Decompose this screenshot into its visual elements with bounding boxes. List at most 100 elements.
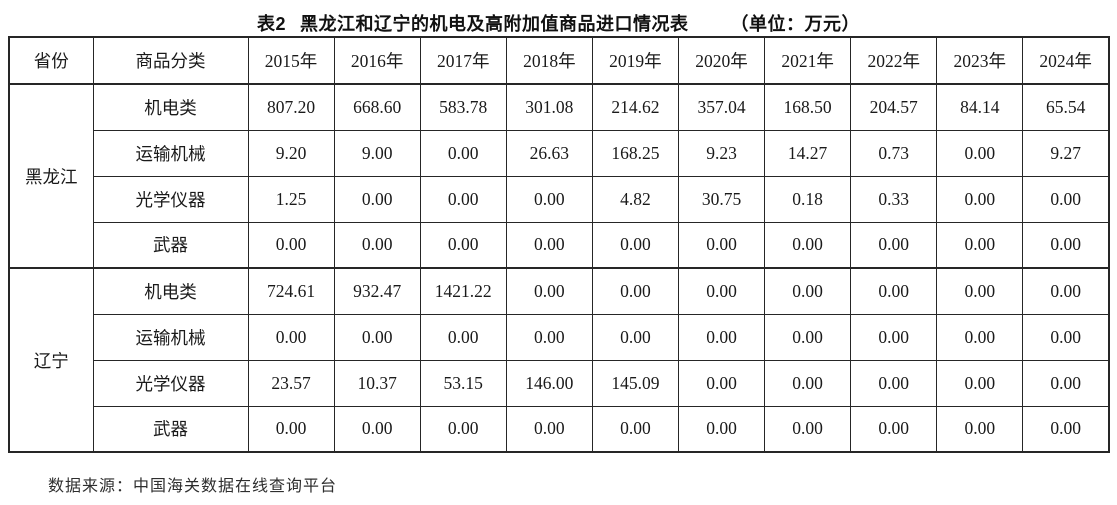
value-cell: 23.57	[247, 359, 335, 407]
table-header: 省份 商品分类 2015年 2016年 2017年 2018年 2019年 2020年 20…	[8, 36, 1110, 85]
category-cell: 机电类	[92, 83, 249, 131]
table-title: 表2 黑龙江和辽宁的机电及高附加值商品进口情况表 （单位：万元）	[0, 0, 1117, 36]
province-cell: 黑龙江	[8, 83, 94, 269]
header-year: 2019年	[591, 36, 679, 85]
value-cell: 0.00	[764, 405, 852, 453]
value-cell: 0.00	[591, 267, 679, 315]
value-cell: 0.00	[333, 405, 421, 453]
table-number: 表2	[256, 14, 286, 34]
header-year: 2020年	[677, 36, 766, 85]
value-cell: 0.00	[936, 221, 1024, 269]
value-cell: 0.00	[333, 221, 421, 269]
value-cell: 668.60	[333, 83, 421, 131]
value-cell: 65.54	[1022, 83, 1110, 131]
import-data-table: 省份 商品分类 2015年 2016年 2017年 2018年 2019年 2020年 20…	[8, 36, 1110, 453]
value-cell: 0.00	[419, 313, 507, 361]
value-cell: 0.00	[333, 175, 421, 223]
province-cell: 辽宁	[8, 267, 94, 453]
value-cell: 0.00	[677, 313, 766, 361]
table-unit-label: （单位：万元）	[730, 14, 860, 34]
value-cell: 0.00	[1022, 267, 1110, 315]
category-cell: 武器	[92, 405, 249, 453]
value-cell: 0.00	[850, 267, 938, 315]
value-cell: 932.47	[333, 267, 421, 315]
value-cell: 14.27	[764, 129, 852, 177]
value-cell: 0.00	[764, 359, 852, 407]
header-year: 2015年	[247, 36, 335, 85]
value-cell: 146.00	[505, 359, 593, 407]
table-row: 武器 0.00 0.00 0.00 0.00 0.00 0.00 0.00 0.00 0.00 0.…	[9, 221, 1110, 269]
value-cell: 0.00	[419, 405, 507, 453]
value-cell: 145.09	[591, 359, 679, 407]
value-cell: 0.00	[505, 313, 593, 361]
value-cell: 26.63	[505, 129, 593, 177]
table-row: 武器 0.00 0.00 0.00 0.00 0.00 0.00 0.00 0.00 0.00 0.…	[9, 405, 1110, 453]
value-cell: 357.04	[677, 83, 766, 131]
value-cell: 0.00	[850, 405, 938, 453]
value-cell: 0.00	[677, 267, 766, 315]
value-cell: 10.37	[333, 359, 421, 407]
table-row: 运输机械 9.20 9.00 0.00 26.63 168.25 9.23 14.27 0.73…	[9, 129, 1110, 177]
data-source-note: 数据来源：中国海关数据在线查询平台	[48, 478, 338, 495]
value-cell: 301.08	[505, 83, 593, 131]
value-cell: 0.00	[850, 313, 938, 361]
value-cell: 0.00	[247, 313, 335, 361]
table-row: 光学仪器 23.57 10.37 53.15 146.00 145.09 0.00 0.00 0…	[9, 359, 1110, 407]
header-year: 2018年	[505, 36, 593, 85]
category-cell: 运输机械	[92, 313, 249, 361]
value-cell: 0.00	[677, 221, 766, 269]
value-cell: 0.33	[850, 175, 938, 223]
value-cell: 0.00	[419, 129, 507, 177]
value-cell: 0.00	[764, 267, 852, 315]
table-row: 光学仪器 1.25 0.00 0.00 0.00 4.82 30.75 0.18 0.33 0.0…	[9, 175, 1110, 223]
header-category: 商品分类	[92, 36, 249, 85]
value-cell: 0.00	[936, 175, 1024, 223]
header-year: 2016年	[333, 36, 421, 85]
category-cell: 光学仪器	[92, 359, 249, 407]
value-cell: 0.00	[936, 129, 1024, 177]
header-year: 2022年	[850, 36, 938, 85]
header-province: 省份	[8, 36, 94, 85]
value-cell: 9.00	[333, 129, 421, 177]
value-cell: 0.18	[764, 175, 852, 223]
value-cell: 0.00	[419, 221, 507, 269]
table-row: 辽宁 机电类 724.61 932.47 1421.22 0.00 0.00 0.00 0.00…	[8, 267, 1110, 453]
value-cell: 4.82	[591, 175, 679, 223]
value-cell: 0.00	[850, 221, 938, 269]
value-cell: 583.78	[419, 83, 507, 131]
table-row: 运输机械 0.00 0.00 0.00 0.00 0.00 0.00 0.00 0.00 0.00…	[9, 313, 1110, 361]
header-year: 2024年	[1022, 36, 1110, 85]
table-row: 黑龙江 机电类 807.20 668.60 583.78 301.08 214.62 357.…	[8, 83, 1110, 269]
value-cell: 0.00	[677, 359, 766, 407]
value-cell: 0.00	[247, 221, 335, 269]
value-cell: 0.00	[591, 221, 679, 269]
value-cell: 168.25	[591, 129, 679, 177]
value-cell: 0.00	[677, 405, 766, 453]
value-cell: 9.20	[247, 129, 335, 177]
value-cell: 0.00	[850, 359, 938, 407]
value-cell: 0.00	[505, 221, 593, 269]
value-cell: 214.62	[591, 83, 679, 131]
value-cell: 0.00	[764, 221, 852, 269]
value-cell: 53.15	[419, 359, 507, 407]
value-cell: 0.00	[1022, 405, 1110, 453]
value-cell: 168.50	[764, 83, 852, 131]
value-cell: 0.00	[764, 313, 852, 361]
header-year: 2023年	[936, 36, 1024, 85]
value-cell: 204.57	[850, 83, 938, 131]
value-cell: 0.00	[936, 359, 1024, 407]
header-row: 省份 商品分类 2015年 2016年 2017年 2018年 2019年 2020年 20…	[8, 36, 1110, 85]
value-cell: 724.61	[247, 267, 335, 315]
header-year: 2017年	[419, 36, 507, 85]
value-cell: 0.73	[850, 129, 938, 177]
value-cell: 1421.22	[419, 267, 507, 315]
category-cell: 机电类	[92, 267, 249, 315]
value-cell: 0.00	[1022, 313, 1110, 361]
category-cell: 光学仪器	[92, 175, 249, 223]
value-cell: 0.00	[936, 313, 1024, 361]
value-cell: 807.20	[247, 83, 335, 131]
header-year: 2021年	[764, 36, 852, 85]
value-cell: 9.23	[677, 129, 766, 177]
value-cell: 0.00	[505, 175, 593, 223]
value-cell: 30.75	[677, 175, 766, 223]
